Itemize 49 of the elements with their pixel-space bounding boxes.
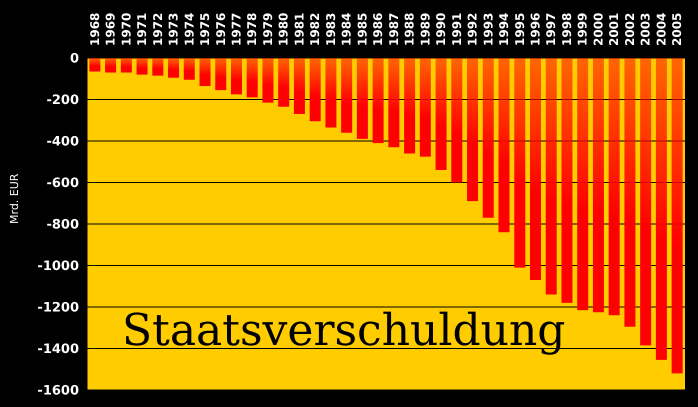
x-tick-label: 1983 [324,12,338,46]
y-tick-label: -200 [46,93,79,108]
y-tick-label: -1200 [37,300,79,316]
x-tick-label: 1972 [150,12,165,46]
x-tick-label: 2002 [622,12,637,46]
x-tick-label: 1971 [135,12,150,46]
x-tick-label: 1977 [230,12,244,46]
x-tick-label: 2001 [607,12,622,46]
x-tick-label: 2003 [638,12,653,46]
x-tick-label: 1999 [576,12,590,46]
y-tick-label: -600 [46,176,79,192]
x-tick-label: 1978 [245,12,260,46]
x-tick-label: 1982 [308,12,322,46]
x-tick-label: 1996 [528,12,542,46]
x-tick-label: 1987 [386,12,401,46]
y-tick-label: -800 [46,218,79,233]
x-tick-label: 1980 [276,12,291,46]
x-tick-label: 1995 [512,12,527,46]
y-axis-title: Mrd. EUR [8,173,21,224]
x-tick-label: 1986 [371,12,386,46]
x-tick-label: 1992 [466,12,480,46]
x-tick-label: 1981 [292,12,306,46]
x-tick-label: 1976 [214,12,228,46]
x-tick-label: 1975 [198,12,212,46]
x-tick-label: 1997 [544,12,558,46]
x-tick-label: 1984 [340,12,354,46]
y-tick-label: -1400 [37,342,79,358]
x-tick-label: 1969 [104,12,118,46]
y-tick-label: -1600 [37,384,79,399]
x-tick-label: 1968 [88,12,102,46]
x-tick-label: 1974 [182,12,196,46]
x-tick-label: 1979 [260,12,275,46]
y-tick-label: 0 [70,52,79,67]
x-tick-label: 1973 [166,12,181,46]
y-tick-label: -1000 [37,259,79,274]
x-tick-label: 1985 [355,12,370,46]
x-tick-label: 1970 [119,12,134,46]
x-tick-label: 1994 [497,12,512,46]
x-tick-label: 2000 [591,12,606,46]
text: Staatsverschuldung [122,305,566,356]
x-tick-label: 1988 [402,12,417,46]
x-tick-label: 1989 [418,12,432,46]
x-tick-label: 1998 [560,12,574,46]
x-tick-label: 1990 [434,12,448,46]
x-tick-label: 2005 [670,12,684,46]
x-tick-label: 1991 [450,12,464,46]
x-tick-label: 1993 [481,12,496,46]
y-tick-label: -400 [46,134,79,150]
x-tick-label: 2004 [654,12,668,46]
